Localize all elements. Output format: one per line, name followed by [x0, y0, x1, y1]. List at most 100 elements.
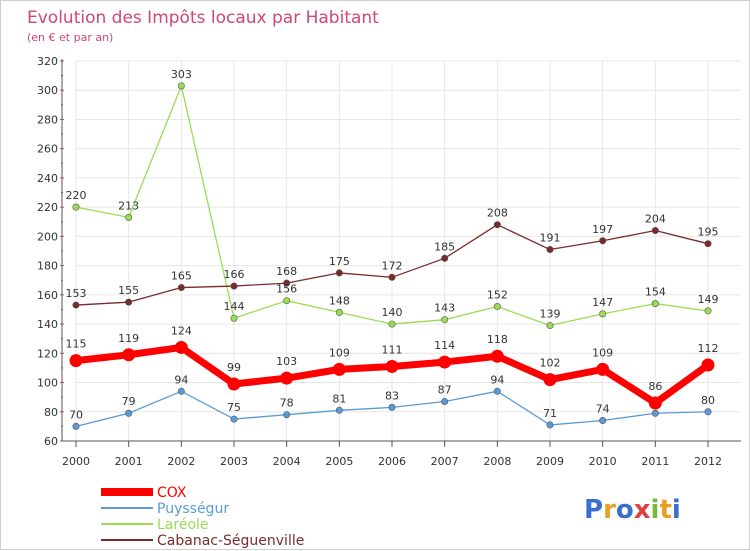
legend-label: COX: [157, 485, 187, 501]
data-label: 94: [174, 373, 188, 386]
data-label: 220: [66, 189, 87, 202]
data-point: [599, 310, 607, 318]
x-tick-label: 2011: [641, 455, 669, 468]
data-point: [599, 237, 607, 245]
data-point: [546, 246, 554, 254]
y-tick-label: 220: [37, 201, 58, 214]
data-point: [543, 373, 557, 387]
data-labels: 70 79 94 75 78 81 83 87 94 71 74 80 220 213 303 144 156 1…: [66, 68, 719, 422]
data-label: 86: [648, 380, 662, 393]
data-point: [388, 273, 396, 281]
data-label: 139: [540, 308, 561, 321]
x-tick-label: 2008: [483, 455, 511, 468]
data-label: 79: [122, 395, 136, 408]
data-label: 83: [385, 389, 399, 402]
data-point: [177, 387, 185, 395]
data-point: [438, 355, 452, 369]
logo-letter: t: [659, 495, 671, 525]
data-label: 99: [227, 361, 241, 374]
data-point: [704, 307, 712, 315]
data-point: [332, 362, 346, 376]
data-point: [335, 308, 343, 316]
logo-letter: P: [584, 495, 603, 525]
data-label: 195: [698, 226, 719, 239]
data-point: [546, 421, 554, 429]
x-tick-label: 2009: [536, 455, 564, 468]
data-point: [177, 284, 185, 292]
data-label: 204: [645, 213, 666, 226]
series-lines: [69, 82, 715, 430]
data-point: [125, 298, 133, 306]
logo-letter: o: [616, 495, 634, 525]
data-point: [441, 316, 449, 324]
data-label: 140: [382, 306, 403, 319]
data-label: 112: [698, 342, 719, 355]
data-point: [596, 362, 610, 376]
y-tick-label: 60: [44, 435, 58, 448]
data-point: [283, 411, 291, 419]
data-point: [230, 415, 238, 423]
logo-letter: i: [651, 495, 660, 525]
proxiti-logo: Proxiti: [584, 495, 681, 525]
logo-letter: i: [672, 495, 681, 525]
data-label: 155: [118, 284, 139, 297]
data-label: 119: [118, 332, 139, 345]
data-point: [388, 403, 396, 411]
data-label: 172: [382, 259, 403, 272]
data-label: 148: [329, 294, 350, 307]
data-label: 94: [490, 373, 504, 386]
data-label: 165: [171, 270, 192, 283]
data-point: [125, 213, 133, 221]
data-label: 74: [596, 403, 610, 416]
data-label: 175: [329, 255, 350, 268]
logo-text: Proxiti: [584, 495, 681, 525]
x-tick-label: 2003: [220, 455, 248, 468]
data-point: [546, 322, 554, 330]
data-label: 118: [487, 333, 508, 346]
data-label: 154: [645, 286, 666, 299]
data-point: [651, 300, 659, 308]
x-tick-label: 2010: [589, 455, 617, 468]
data-point: [648, 396, 662, 410]
data-point: [704, 240, 712, 248]
data-point: [177, 82, 185, 90]
grid: [75, 60, 741, 442]
data-label: 168: [276, 265, 297, 278]
legend-label: Laréole: [157, 517, 209, 533]
data-label: 124: [171, 324, 192, 337]
data-label: 213: [118, 199, 139, 212]
data-label: 109: [592, 346, 613, 359]
data-point: [651, 409, 659, 417]
data-point: [441, 254, 449, 262]
x-tick-label: 2012: [694, 455, 722, 468]
series-lar-ole: [72, 82, 712, 330]
data-point: [125, 409, 133, 417]
data-point: [280, 371, 294, 385]
data-point: [69, 354, 83, 368]
data-point: [493, 387, 501, 395]
data-label: 144: [224, 300, 245, 313]
data-label: 71: [543, 407, 557, 420]
data-label: 111: [382, 343, 403, 356]
y-tick-label: 200: [37, 230, 58, 243]
data-label: 185: [434, 240, 455, 253]
y-tick-label: 260: [37, 143, 58, 156]
data-point: [283, 279, 291, 287]
data-label: 208: [487, 207, 508, 220]
data-point: [651, 227, 659, 235]
y-tick-label: 120: [37, 347, 58, 360]
data-label: 149: [698, 293, 719, 306]
data-label: 109: [329, 346, 350, 359]
y-tick-label: 140: [37, 318, 58, 331]
data-label: 166: [224, 268, 245, 281]
data-point: [388, 320, 396, 328]
data-label: 103: [276, 355, 297, 368]
data-point: [72, 301, 80, 309]
x-tick-label: 2000: [62, 455, 90, 468]
data-label: 147: [592, 296, 613, 309]
series-cabanac-s-guenville: [72, 221, 712, 309]
y-tick-label: 280: [37, 113, 58, 126]
x-tick-label: 2001: [115, 455, 143, 468]
